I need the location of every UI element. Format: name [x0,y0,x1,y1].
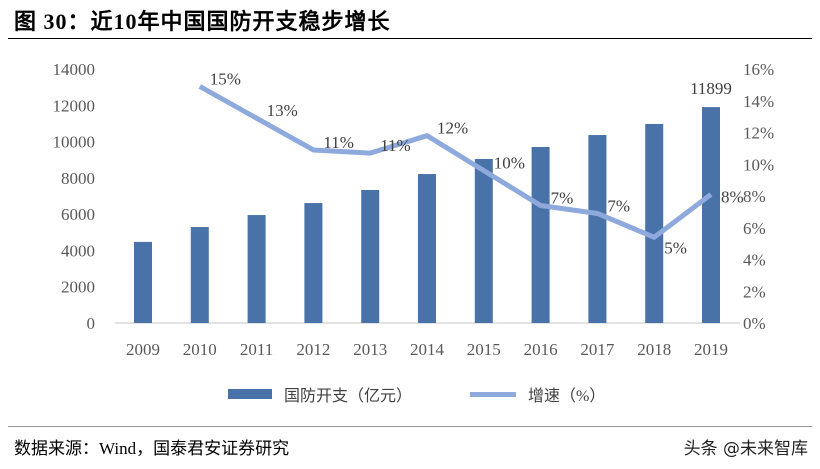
right-axis-tick-label: 14% [743,92,774,111]
bar-2010 [190,227,209,323]
x-axis-tick-label: 2011 [240,340,273,359]
bar-data-label: 11899 [690,79,732,98]
legend-bar-label: 国防开支（亿元） [284,388,413,405]
line-data-label: 5% [664,238,687,257]
right-axis-tick-label: 6% [743,219,766,238]
left-axis-tick-label: 14000 [53,60,96,79]
left-axis-tick-label: 12000 [53,96,96,115]
legend-item-line: 增速（%） [470,382,605,406]
legend-line-label: 增速（%） [528,388,606,405]
bar-2017 [588,135,607,323]
line-data-label: 15% [210,69,241,88]
bar-2014 [418,174,436,323]
x-axis-tick-label: 2019 [694,340,728,359]
bar-2013 [361,190,380,323]
growth-line [198,84,713,240]
bar-2019 [702,107,720,324]
x-axis-tick-label: 2013 [353,340,387,359]
source-rule [8,426,812,427]
left-axis-tick-label: 8000 [61,169,95,188]
right-axis-tick-label: 16% [743,60,774,79]
x-axis-tick-label: 2018 [637,340,671,359]
left-axis-tick-label: 4000 [61,241,95,260]
title-rule [8,38,812,39]
legend-line-swatch [470,391,516,397]
line-data-label: 13% [267,101,298,120]
x-axis-tick-label: 2009 [126,340,160,359]
left-axis-tick-label: 0 [87,314,96,333]
x-axis-tick-label: 2016 [524,340,558,359]
right-axis-tick-label: 0% [743,314,766,333]
x-axis-tick-label: 2014 [410,340,445,359]
line-data-label: 7% [551,189,574,208]
line-data-label: 7% [607,196,630,215]
line-data-label: 12% [437,119,468,138]
line-data-label: 11% [323,133,354,152]
left-axis-tick-label: 6000 [61,205,95,224]
bar-2016 [531,147,550,323]
line-data-label: 8% [721,187,744,206]
bar-2015 [474,158,493,323]
x-axis-tick-label: 2012 [296,340,330,359]
source-note: 数据来源：Wind，国泰君安证券研究 [14,439,290,458]
bar-2018 [645,123,664,323]
watermark: 头条 @未来智库 [683,439,808,459]
right-axis-tick-label: 12% [743,124,774,143]
right-axis-tick-label: 2% [743,282,766,301]
bar-2009 [134,241,152,323]
right-axis-tick-label: 4% [743,251,766,270]
bar-2011 [247,215,266,323]
line-data-label: 11% [380,136,411,155]
right-axis-tick-label: 8% [743,187,766,206]
line-data-label: 10% [494,154,525,173]
left-axis-tick-label: 10000 [53,133,96,152]
figure-title: 图 30：近10年中国国防开支稳步增长 [14,9,391,34]
x-axis-tick-label: 2010 [183,340,217,359]
x-axis-tick-label: 2017 [580,340,615,359]
legend-item-bar: 国防开支（亿元） [228,382,412,406]
left-axis-tick-label: 2000 [61,278,95,297]
bar-2012 [304,203,323,323]
right-axis-tick-label: 10% [743,155,774,174]
legend-bar-swatch [228,389,272,399]
x-axis-tick-label: 2015 [467,340,501,359]
